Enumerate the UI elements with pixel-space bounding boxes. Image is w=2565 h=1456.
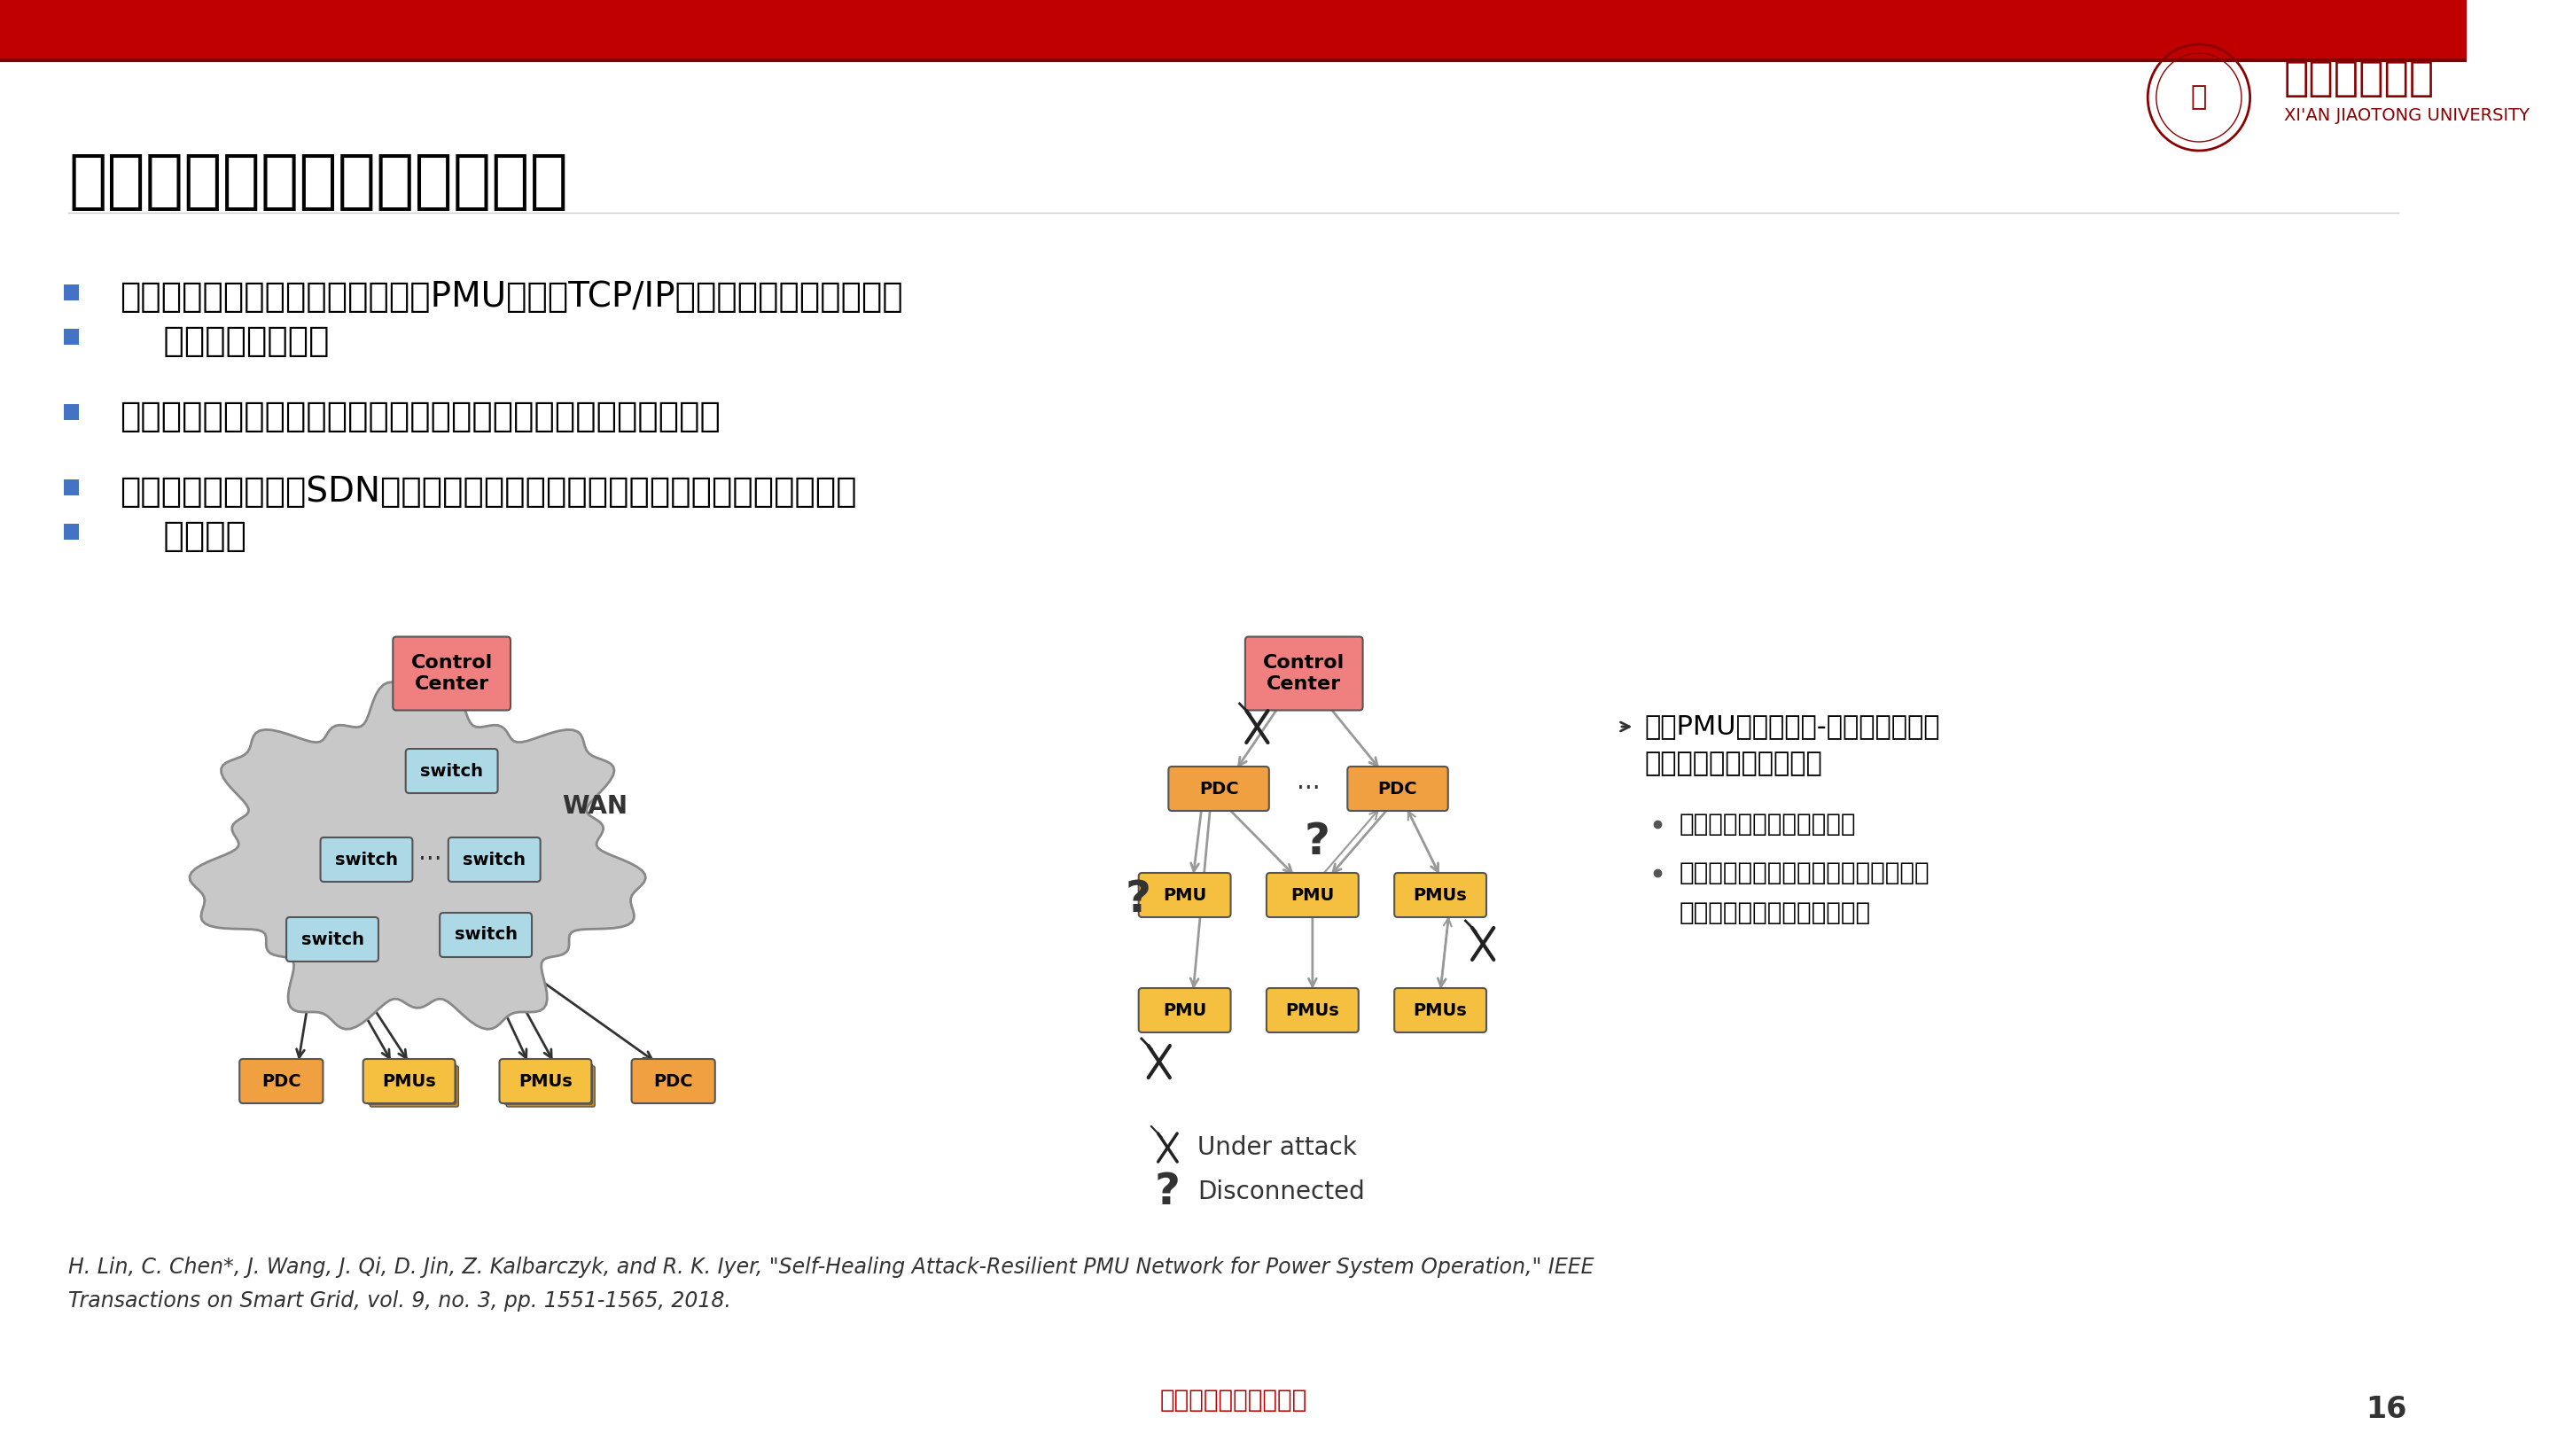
Text: WAN: WAN [562,794,628,818]
Text: ···: ··· [418,847,441,872]
FancyBboxPatch shape [1395,874,1485,917]
Text: switch: switch [300,930,364,948]
Text: 件资源约束，网络拓扑约束等: 件资源约束，网络拓扑约束等 [1680,900,1870,925]
Text: PMU: PMU [1290,887,1334,904]
Text: 西安交通大学: 西安交通大学 [2283,60,2434,99]
FancyBboxPatch shape [367,1063,457,1104]
FancyBboxPatch shape [364,1059,454,1104]
Text: PMUs: PMUs [1285,1002,1339,1019]
Polygon shape [190,681,646,1029]
Text: 观性恢复: 观性恢复 [121,520,246,553]
Bar [64,479,80,495]
Text: Under attack: Under attack [1198,1136,1357,1160]
Text: PMU: PMU [1162,887,1206,904]
Text: switch: switch [421,763,482,779]
FancyBboxPatch shape [631,1059,716,1104]
FancyBboxPatch shape [505,1066,595,1107]
Text: PDC: PDC [1198,780,1239,796]
FancyBboxPatch shape [1395,989,1485,1032]
FancyBboxPatch shape [1267,989,1359,1032]
Text: ⛩: ⛩ [2191,84,2206,111]
Text: PMUs: PMUs [382,1073,436,1089]
Text: ?: ? [1154,1171,1180,1213]
FancyBboxPatch shape [405,748,498,794]
Text: PMUs: PMUs [1413,1002,1467,1019]
Text: ···: ··· [1295,776,1321,801]
Text: PDC: PDC [654,1073,693,1089]
Text: Disconnected: Disconnected [1198,1179,1365,1204]
Bar [64,329,80,345]
Text: PMUs: PMUs [1413,887,1467,904]
Text: 系统态势感知能力: 系统态势感知能力 [121,325,328,358]
Text: 16: 16 [2365,1395,2406,1424]
FancyBboxPatch shape [1139,989,1231,1032]
Text: PMU: PMU [1162,1002,1206,1019]
Text: 最小化重新配置网络的开销: 最小化重新配置网络的开销 [1680,812,1857,837]
FancyBboxPatch shape [321,837,413,882]
Text: switch: switch [454,926,518,943]
Text: PDC: PDC [262,1073,300,1089]
Text: 约束包括电力系统可观性，网络设备硬: 约束包括电力系统可观性，网络设备硬 [1680,860,1929,885]
FancyBboxPatch shape [449,837,541,882]
Text: Control
Center: Control Center [1262,654,1344,693]
Text: 《电工技术学报》发布: 《电工技术学报》发布 [1159,1388,1308,1412]
FancyBboxPatch shape [239,1059,323,1104]
Text: 当通信网络节点遭受攻击时，采取隔离措施会导致系统可观性下降: 当通信网络节点遭受攻击时，采取隔离措施会导致系统可观性下降 [121,399,721,434]
Bar [0,0,2468,60]
FancyBboxPatch shape [1170,766,1270,811]
FancyBboxPatch shape [500,1059,593,1104]
FancyBboxPatch shape [1244,636,1362,711]
Text: ?: ? [1303,821,1329,863]
Text: Transactions on Smart Grid, vol. 9, no. 3, pp. 1551-1565, 2018.: Transactions on Smart Grid, vol. 9, no. … [69,1290,731,1312]
Text: 利用软件定义网络（SDN）技术，实现通信路径的自愈恢复，进而实现系统可: 利用软件定义网络（SDN）技术，实现通信路径的自愈恢复，进而实现系统可 [121,475,857,508]
FancyBboxPatch shape [369,1066,459,1107]
FancyBboxPatch shape [503,1063,593,1104]
Text: PDC: PDC [1377,780,1418,796]
Text: switch: switch [336,852,398,868]
FancyBboxPatch shape [1267,874,1359,917]
FancyBboxPatch shape [439,913,531,957]
FancyBboxPatch shape [287,917,380,961]
FancyBboxPatch shape [1139,874,1231,917]
Text: 考虑PMU网络的信息-物理融合特性建: 考虑PMU网络的信息-物理融合特性建 [1644,713,1942,740]
FancyBboxPatch shape [1347,766,1449,811]
Text: PMUs: PMUs [518,1073,572,1089]
Bar [64,405,80,419]
Text: 信息层：通信路径的自愈恢复: 信息层：通信路径的自愈恢复 [69,151,567,213]
FancyBboxPatch shape [392,636,510,711]
Text: ?: ? [1126,878,1152,920]
Bar [64,524,80,540]
Text: XI'AN JIAOTONG UNIVERSITY: XI'AN JIAOTONG UNIVERSITY [2283,106,2529,124]
Text: 立可观性恢复的优化模型: 立可观性恢复的优化模型 [1644,751,1824,776]
Text: switch: switch [462,852,526,868]
Text: Control
Center: Control Center [410,654,492,693]
Text: 电力系统中部署的各种传感器（如PMU）通过TCP/IP网络连接，可以有效提高: 电力系统中部署的各种传感器（如PMU）通过TCP/IP网络连接，可以有效提高 [121,280,903,313]
Text: H. Lin, C. Chen*, J. Wang, J. Qi, D. Jin, Z. Kalbarczyk, and R. K. Iyer, "Self-H: H. Lin, C. Chen*, J. Wang, J. Qi, D. Jin… [69,1257,1593,1278]
Bar [64,284,80,300]
